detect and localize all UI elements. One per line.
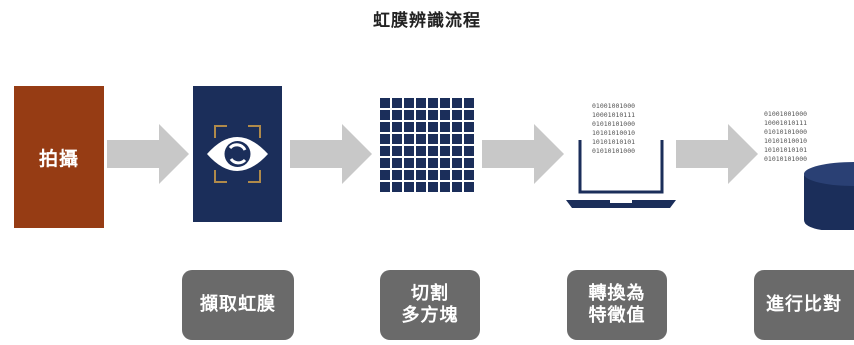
step-convert-label-line2: 特徵值 <box>588 305 646 326</box>
step-extract-label: 擷取虹膜 <box>200 293 276 315</box>
step-capture-label: 拍攝 <box>38 147 79 170</box>
grid-block <box>416 158 426 168</box>
grid-block <box>392 146 402 156</box>
grid-block <box>392 134 402 144</box>
grid-block <box>452 182 462 192</box>
grid-block <box>464 158 474 168</box>
database-icon: 0100100100010001010111010101010001010101… <box>764 110 854 230</box>
grid-block <box>392 110 402 120</box>
grid-block <box>428 158 438 168</box>
binary-line: 01010101000 <box>764 128 807 136</box>
split-blocks-grid <box>380 98 474 192</box>
step-compare-label-box: 進行比對 <box>754 270 854 340</box>
grid-block <box>404 110 414 120</box>
binary-line: 01010101000 <box>592 147 635 155</box>
binary-line: 10101010010 <box>764 137 807 145</box>
binary-line: 10001010111 <box>592 111 635 119</box>
grid-block <box>464 170 474 180</box>
step-split-label-box: 切割 多方塊 <box>380 270 480 340</box>
grid-block <box>416 134 426 144</box>
binary-line: 10001010111 <box>764 119 807 127</box>
step-compare-label: 進行比對 <box>766 293 842 315</box>
grid-block <box>392 158 402 168</box>
step-split-label-line2: 多方塊 <box>401 305 459 326</box>
grid-block <box>464 122 474 132</box>
diagram-title: 虹膜辨識流程 <box>373 11 481 31</box>
grid-block <box>392 182 402 192</box>
grid-block <box>404 182 414 192</box>
flow-arrow-3 <box>482 124 564 184</box>
grid-block <box>392 98 402 108</box>
grid-block <box>452 146 462 156</box>
grid-block <box>440 98 450 108</box>
grid-block <box>380 122 390 132</box>
binary-line: 01010101000 <box>592 120 635 128</box>
step-extract-label-box: 擷取虹膜 <box>182 270 294 340</box>
grid-block <box>404 146 414 156</box>
grid-block <box>452 110 462 120</box>
grid-block <box>452 170 462 180</box>
grid-block <box>416 110 426 120</box>
grid-block <box>380 182 390 192</box>
binary-line: 10101010101 <box>592 138 635 146</box>
grid-block <box>416 146 426 156</box>
grid-block <box>428 98 438 108</box>
grid-block <box>452 122 462 132</box>
grid-block <box>404 122 414 132</box>
grid-block <box>464 182 474 192</box>
grid-block <box>440 146 450 156</box>
grid-block <box>440 158 450 168</box>
grid-block <box>428 122 438 132</box>
grid-block <box>392 170 402 180</box>
grid-block <box>464 134 474 144</box>
grid-block <box>428 170 438 180</box>
grid-block <box>380 98 390 108</box>
grid-block <box>416 182 426 192</box>
grid-block <box>440 134 450 144</box>
grid-block <box>428 134 438 144</box>
binary-line: 01001001000 <box>764 110 807 118</box>
binary-line: 01010101000 <box>764 155 807 163</box>
grid-block <box>440 110 450 120</box>
step-capture-box: 拍攝 <box>14 86 104 228</box>
step-convert-label-box: 轉換為 特徵值 <box>567 270 667 340</box>
binary-line: 10101010101 <box>764 146 807 154</box>
grid-block <box>440 170 450 180</box>
grid-block <box>428 110 438 120</box>
grid-block <box>416 170 426 180</box>
eye-scan-icon <box>207 125 268 183</box>
grid-block <box>428 182 438 192</box>
step-convert-label-line1: 轉換為 <box>588 282 646 304</box>
grid-block <box>380 146 390 156</box>
grid-block <box>440 122 450 132</box>
grid-block <box>416 98 426 108</box>
binary-line: 10101010010 <box>592 129 635 137</box>
grid-block <box>380 158 390 168</box>
flow-arrow-2 <box>290 124 372 184</box>
binary-line: 01001001000 <box>592 102 635 110</box>
flow-arrow-1 <box>107 124 189 184</box>
grid-block <box>452 134 462 144</box>
grid-block <box>452 98 462 108</box>
grid-block <box>464 98 474 108</box>
laptop-icon: 0100100100010001010111010101010001010101… <box>566 102 676 208</box>
grid-block <box>404 158 414 168</box>
grid-block <box>428 146 438 156</box>
step-split-label-line1: 切割 <box>411 282 449 304</box>
grid-block <box>380 170 390 180</box>
flow-arrow-4 <box>676 124 758 184</box>
grid-block <box>380 134 390 144</box>
grid-block <box>464 110 474 120</box>
grid-block <box>404 134 414 144</box>
grid-block <box>452 158 462 168</box>
grid-block <box>380 110 390 120</box>
grid-block <box>464 146 474 156</box>
grid-block <box>440 182 450 192</box>
grid-block <box>416 122 426 132</box>
grid-block <box>392 122 402 132</box>
grid-block <box>404 98 414 108</box>
iris-scan-card <box>193 86 282 222</box>
grid-block <box>404 170 414 180</box>
